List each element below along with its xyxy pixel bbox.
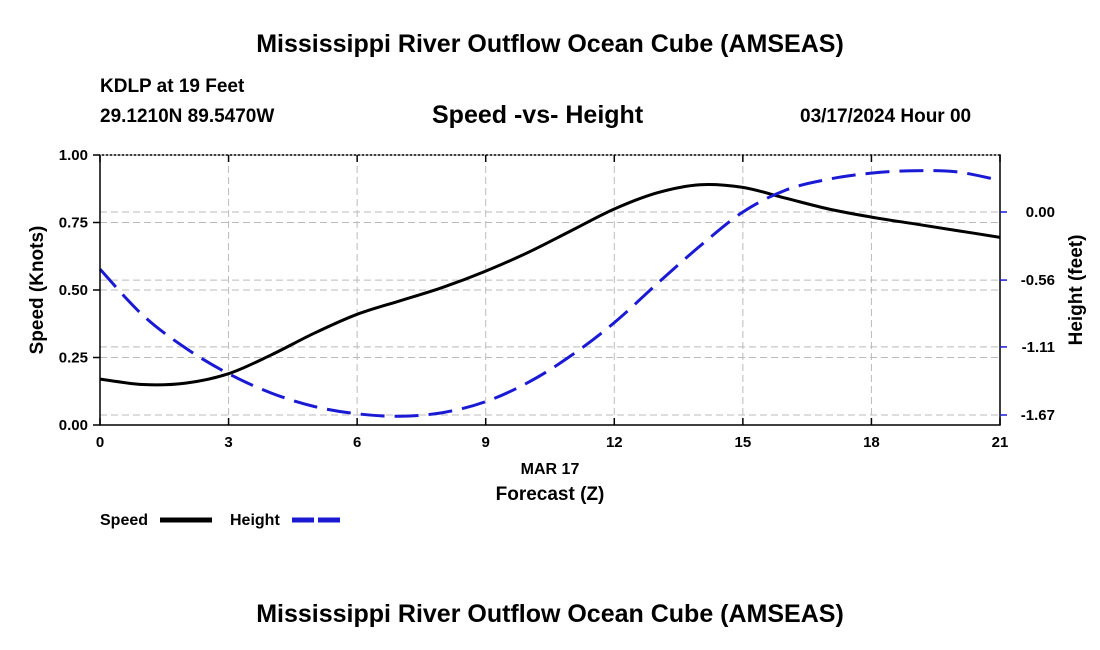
x-tick-label: 6 bbox=[353, 434, 361, 451]
y-tick-label: 1.00 bbox=[59, 147, 88, 164]
y2-tick-label: 0.00 bbox=[1026, 204, 1055, 221]
x-tick-label: 9 bbox=[482, 434, 490, 451]
station-label: KDLP at 19 Feet bbox=[100, 76, 245, 97]
x-axis-label: Forecast (Z) bbox=[496, 484, 605, 505]
legend-speed-label: Speed bbox=[100, 512, 148, 529]
y-tick-label: 0.75 bbox=[59, 215, 88, 232]
x-tick-label: 18 bbox=[863, 434, 880, 451]
y-tick-label: 0.00 bbox=[59, 417, 88, 434]
x-tick-label: 15 bbox=[735, 434, 752, 451]
x-tick-label: 0 bbox=[96, 434, 104, 451]
y2-tick-label: -0.56 bbox=[1021, 272, 1055, 289]
height-series-line bbox=[98, 169, 1001, 418]
y-tick-label: 0.25 bbox=[59, 350, 88, 367]
legend-height-label: Height bbox=[230, 512, 280, 529]
y-axis-label: Speed (Knots) bbox=[27, 226, 48, 355]
speed-height-chart: 0 3 6 9 12 15 18 21 0.00 0.25 0.50 0.75 1.00 0.00 -0.5… bbox=[27, 147, 1087, 529]
forecast-datetime: 03/17/2024 Hour 00 bbox=[800, 106, 972, 127]
y2-tick-label: -1.11 bbox=[1022, 339, 1055, 356]
x-tick-label: 12 bbox=[606, 434, 623, 451]
footer-title: Mississippi River Outflow Ocean Cube (AM… bbox=[256, 600, 844, 628]
x-tick-label: 3 bbox=[224, 434, 232, 451]
series-lines bbox=[98, 169, 1001, 418]
axis-ticks: 0 3 6 9 12 15 18 21 0.00 0.25 0.50 0.75 1.00 0.00 -0.5… bbox=[59, 147, 1055, 451]
grid bbox=[100, 155, 1000, 425]
x-axis-date-label: MAR 17 bbox=[521, 461, 580, 478]
speed-series-line bbox=[99, 182, 1001, 387]
station-coordinates: 29.1210N 89.5470W bbox=[100, 106, 275, 127]
x-tick-label: 21 bbox=[992, 434, 1009, 451]
y2-tick-label: -1.67 bbox=[1021, 407, 1055, 424]
y2-axis-label: Height (feet) bbox=[1066, 235, 1087, 346]
chart-title: Speed -vs- Height bbox=[432, 101, 644, 129]
legend: Speed Height bbox=[100, 512, 344, 529]
page-title: Mississippi River Outflow Ocean Cube (AM… bbox=[256, 30, 844, 58]
y-tick-label: 0.50 bbox=[59, 282, 88, 299]
